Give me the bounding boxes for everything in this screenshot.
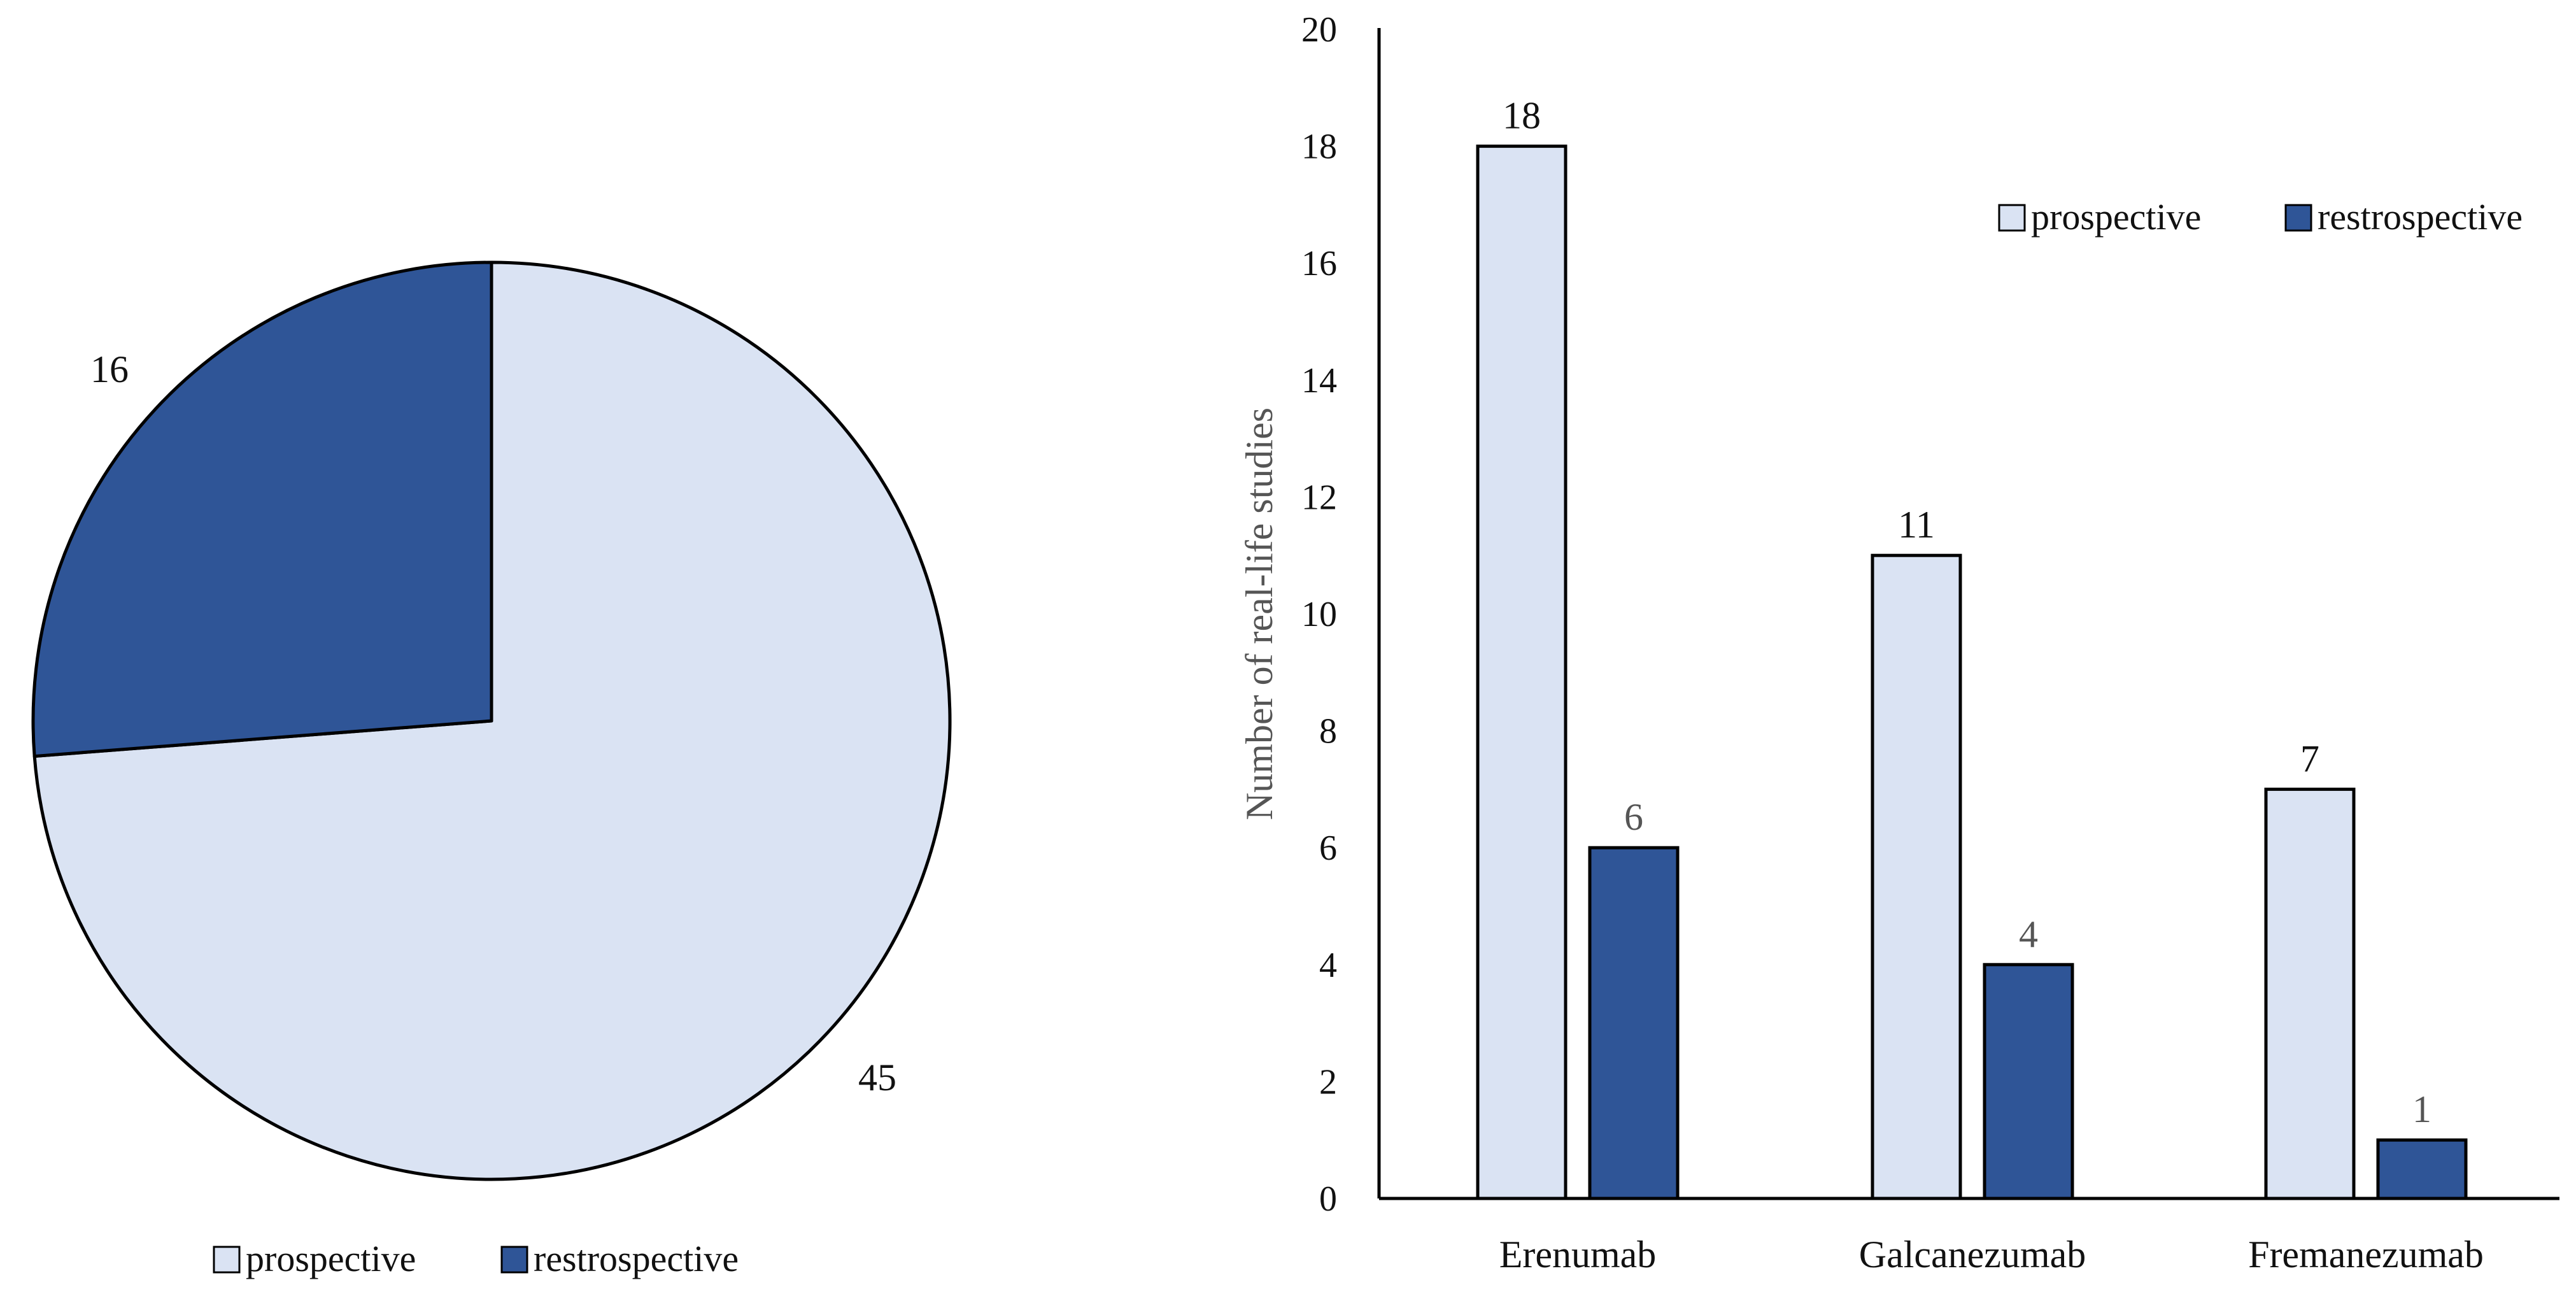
y-tick-label: 18 — [1301, 127, 1337, 167]
pie-legend: prospective restrospective — [213, 1238, 739, 1279]
y-tick-label: 2 — [1319, 1062, 1337, 1102]
pie-legend-swatch-restrospective — [500, 1246, 528, 1274]
x-category-label: Galcanezumab — [1859, 1233, 2086, 1276]
bar-legend: prospective restrospective — [1998, 196, 2523, 238]
bar-legend-swatch-restrospective — [2284, 204, 2312, 232]
bar-legend-label-restrospective: restrospective — [2318, 196, 2523, 238]
pie-value-label-prospective: 45 — [858, 1056, 896, 1098]
bar-data-label: 1 — [2412, 1088, 2431, 1130]
y-tick-label: 14 — [1301, 361, 1337, 401]
bar-galcanezumab-prospective — [1871, 553, 1962, 1200]
y-tick-label: 8 — [1319, 712, 1337, 751]
pie-value-label-restrospective: 16 — [90, 348, 129, 390]
x-axis-categories: Erenumab Galcanezumab Fremanezumab — [1499, 1233, 2484, 1276]
x-category-label: Fremanezumab — [2248, 1233, 2484, 1276]
bar-data-label: 4 — [2019, 913, 2038, 955]
bar-erenumab-prospective — [1476, 145, 1568, 1200]
y-axis-title: Number of real-life studies — [1238, 408, 1280, 820]
y-tick-label: 16 — [1301, 244, 1337, 283]
bar-legend-swatch-prospective — [1998, 204, 2026, 232]
y-tick-label: 6 — [1319, 828, 1337, 868]
pie-legend-label-prospective: prospective — [246, 1238, 416, 1279]
x-category-label: Erenumab — [1499, 1233, 1657, 1276]
bar-data-label: 7 — [2300, 737, 2319, 779]
y-axis-ticks: 0 2 4 6 8 10 12 14 16 18 20 — [1301, 10, 1337, 1219]
pie-chart: 45 16 prospective restrospective — [31, 260, 952, 1279]
bar-galcanezumab-restrospective — [1983, 963, 2074, 1200]
bar-data-label: 18 — [1503, 95, 1541, 137]
y-tick-label: 0 — [1319, 1179, 1337, 1219]
bar-chart: 0 2 4 6 8 10 12 14 16 18 20 18 6 11 4 7 1 Erenumab Galca… — [1238, 10, 2559, 1276]
y-tick-label: 12 — [1301, 478, 1337, 517]
y-tick-label: 10 — [1301, 595, 1337, 634]
pie-slice-restrospective — [31, 260, 493, 758]
bar-data-label: 6 — [1624, 796, 1643, 838]
bar-fremanezumab-prospective — [2264, 787, 2356, 1200]
bar-erenumab-restrospective — [1588, 846, 1680, 1200]
y-tick-label: 4 — [1319, 946, 1337, 985]
bars: 18 6 11 4 7 1 — [1476, 95, 2468, 1200]
pie-legend-swatch-prospective — [213, 1246, 241, 1274]
pie-slices — [31, 260, 952, 1181]
bar-legend-label-prospective: prospective — [2031, 196, 2201, 238]
bar-data-label: 11 — [1898, 504, 1935, 546]
y-tick-label: 20 — [1301, 10, 1337, 50]
pie-legend-label-restrospective: restrospective — [534, 1238, 739, 1279]
bar-fremanezumab-restrospective — [2376, 1138, 2468, 1200]
